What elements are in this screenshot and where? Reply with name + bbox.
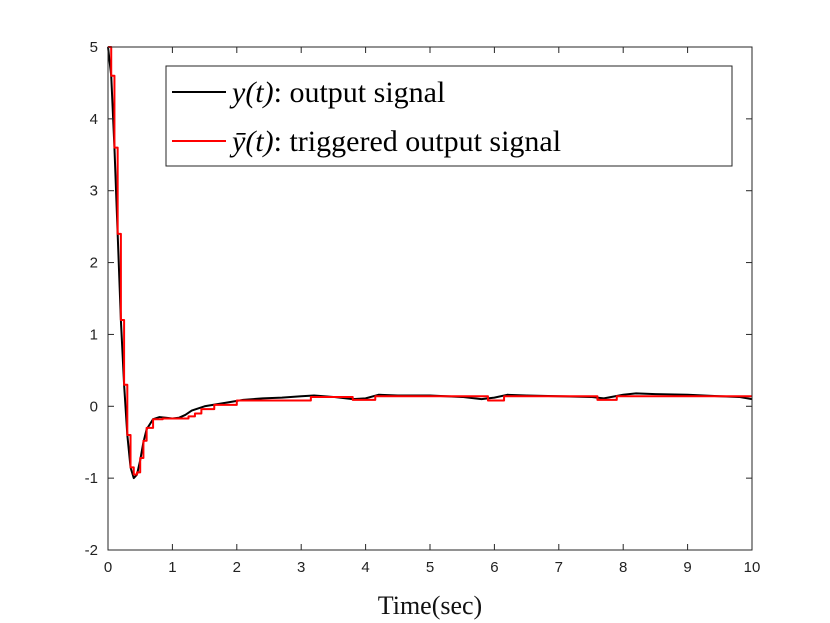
- x-tick-label: 1: [168, 559, 176, 576]
- legend: y(t): output signal ȳ(t): triggered outp…: [165, 65, 733, 167]
- x-tick-label: 0: [104, 559, 112, 576]
- y-tick-label: 0: [90, 398, 98, 415]
- y-tick-label: 5: [90, 39, 98, 56]
- y-tick-label: 3: [90, 183, 98, 200]
- legend-math-output: y(t): [229, 76, 274, 109]
- legend-math-triggered: ȳ(t): [229, 125, 274, 158]
- y-tick-label: -2: [85, 542, 98, 559]
- series-layer: [107, 46, 753, 480]
- legend-text-triggered: : triggered output signal: [274, 125, 561, 158]
- y-tick-label: 4: [90, 111, 98, 128]
- x-axis-label: Time(sec): [378, 591, 482, 620]
- y-tick-label: 1: [90, 326, 98, 343]
- x-tick-label: 10: [744, 559, 761, 576]
- x-tick-label: 8: [619, 559, 627, 576]
- x-tick-label: 6: [490, 559, 498, 576]
- legend-label-output: y(t): output signal: [229, 76, 445, 109]
- legend-label-triggered: ȳ(t): triggered output signal: [229, 125, 561, 158]
- x-tick-label: 2: [233, 559, 241, 576]
- y-tick-label: 2: [90, 255, 98, 272]
- series-triggered-signal-line: [108, 46, 752, 476]
- x-tick-label: 7: [555, 559, 563, 576]
- x-tick-label: 3: [297, 559, 305, 576]
- ticks-layer: 0 1 2 3 4 5 6 7 8 9 10 -2 -1 0 1 2 3 4 5: [85, 39, 761, 576]
- x-tick-label: 9: [683, 559, 691, 576]
- x-tick-label: 5: [426, 559, 434, 576]
- x-tick-label: 4: [361, 559, 369, 576]
- legend-text-output: : output signal: [274, 76, 446, 109]
- legend-box: [165, 65, 733, 167]
- y-tick-label: -1: [85, 470, 98, 487]
